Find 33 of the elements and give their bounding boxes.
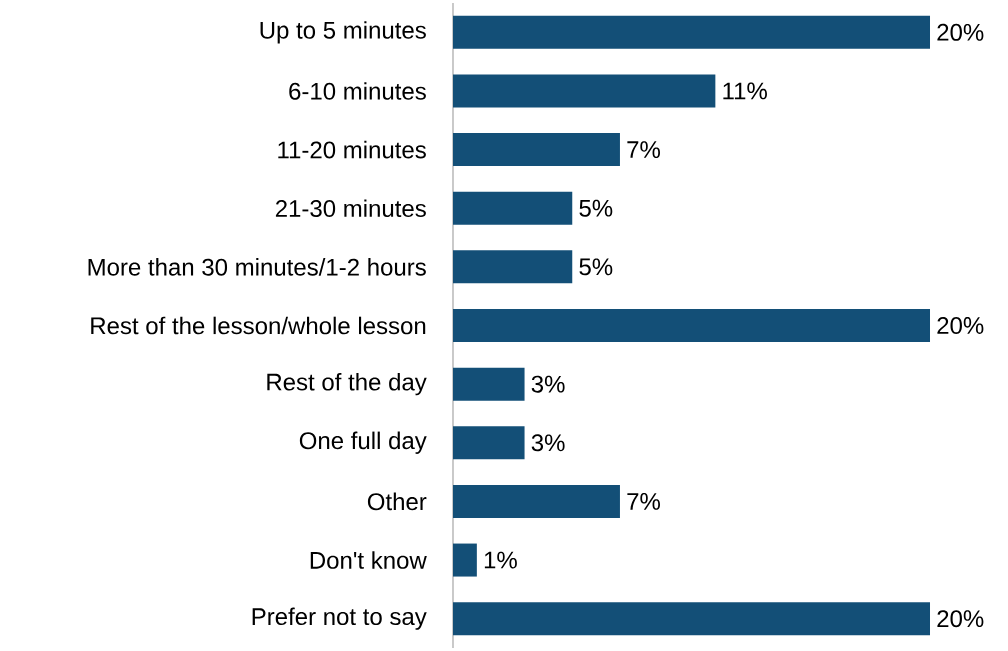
y-tick-label: Don't know	[310, 551, 427, 569]
y-tick-label: Prefer not to say	[252, 607, 427, 630]
bar	[453, 15, 930, 49]
bar	[453, 543, 477, 577]
y-tick-label: 21-30 minutes	[275, 199, 426, 218]
data-label: 3%	[531, 375, 565, 393]
data-label: 5%	[579, 258, 613, 276]
y-tick-label: Other	[367, 492, 427, 511]
y-tick-label: 6-10 minutes	[289, 82, 426, 100]
data-label: 7%	[627, 141, 660, 158]
data-label: 11%	[723, 82, 767, 100]
y-tick-label: More than 30 minutes/1-2 hours	[88, 258, 426, 276]
data-label: 20%	[937, 317, 984, 334]
bar	[453, 602, 930, 636]
y-tick-label: Rest of the lesson/whole lesson	[91, 316, 426, 335]
data-label: 3%	[531, 434, 565, 452]
bar	[453, 133, 620, 167]
y-tick-label: Up to 5 minutes	[260, 21, 426, 44]
y-tick-label: 11-20 minutes	[278, 140, 426, 159]
data-label: 5%	[579, 199, 613, 217]
data-label: 1%	[484, 551, 517, 569]
bar	[453, 191, 573, 225]
y-tick-label: Rest of the day	[267, 372, 427, 396]
bar	[453, 250, 573, 284]
bar	[453, 484, 620, 518]
y-tick-label: One full day	[299, 431, 427, 454]
data-label: 20%	[937, 23, 984, 41]
data-label: 20%	[937, 610, 984, 628]
data-label: 7%	[627, 493, 660, 510]
bar	[453, 426, 525, 460]
bar	[453, 74, 716, 108]
bar	[453, 367, 525, 401]
bar	[453, 309, 930, 342]
